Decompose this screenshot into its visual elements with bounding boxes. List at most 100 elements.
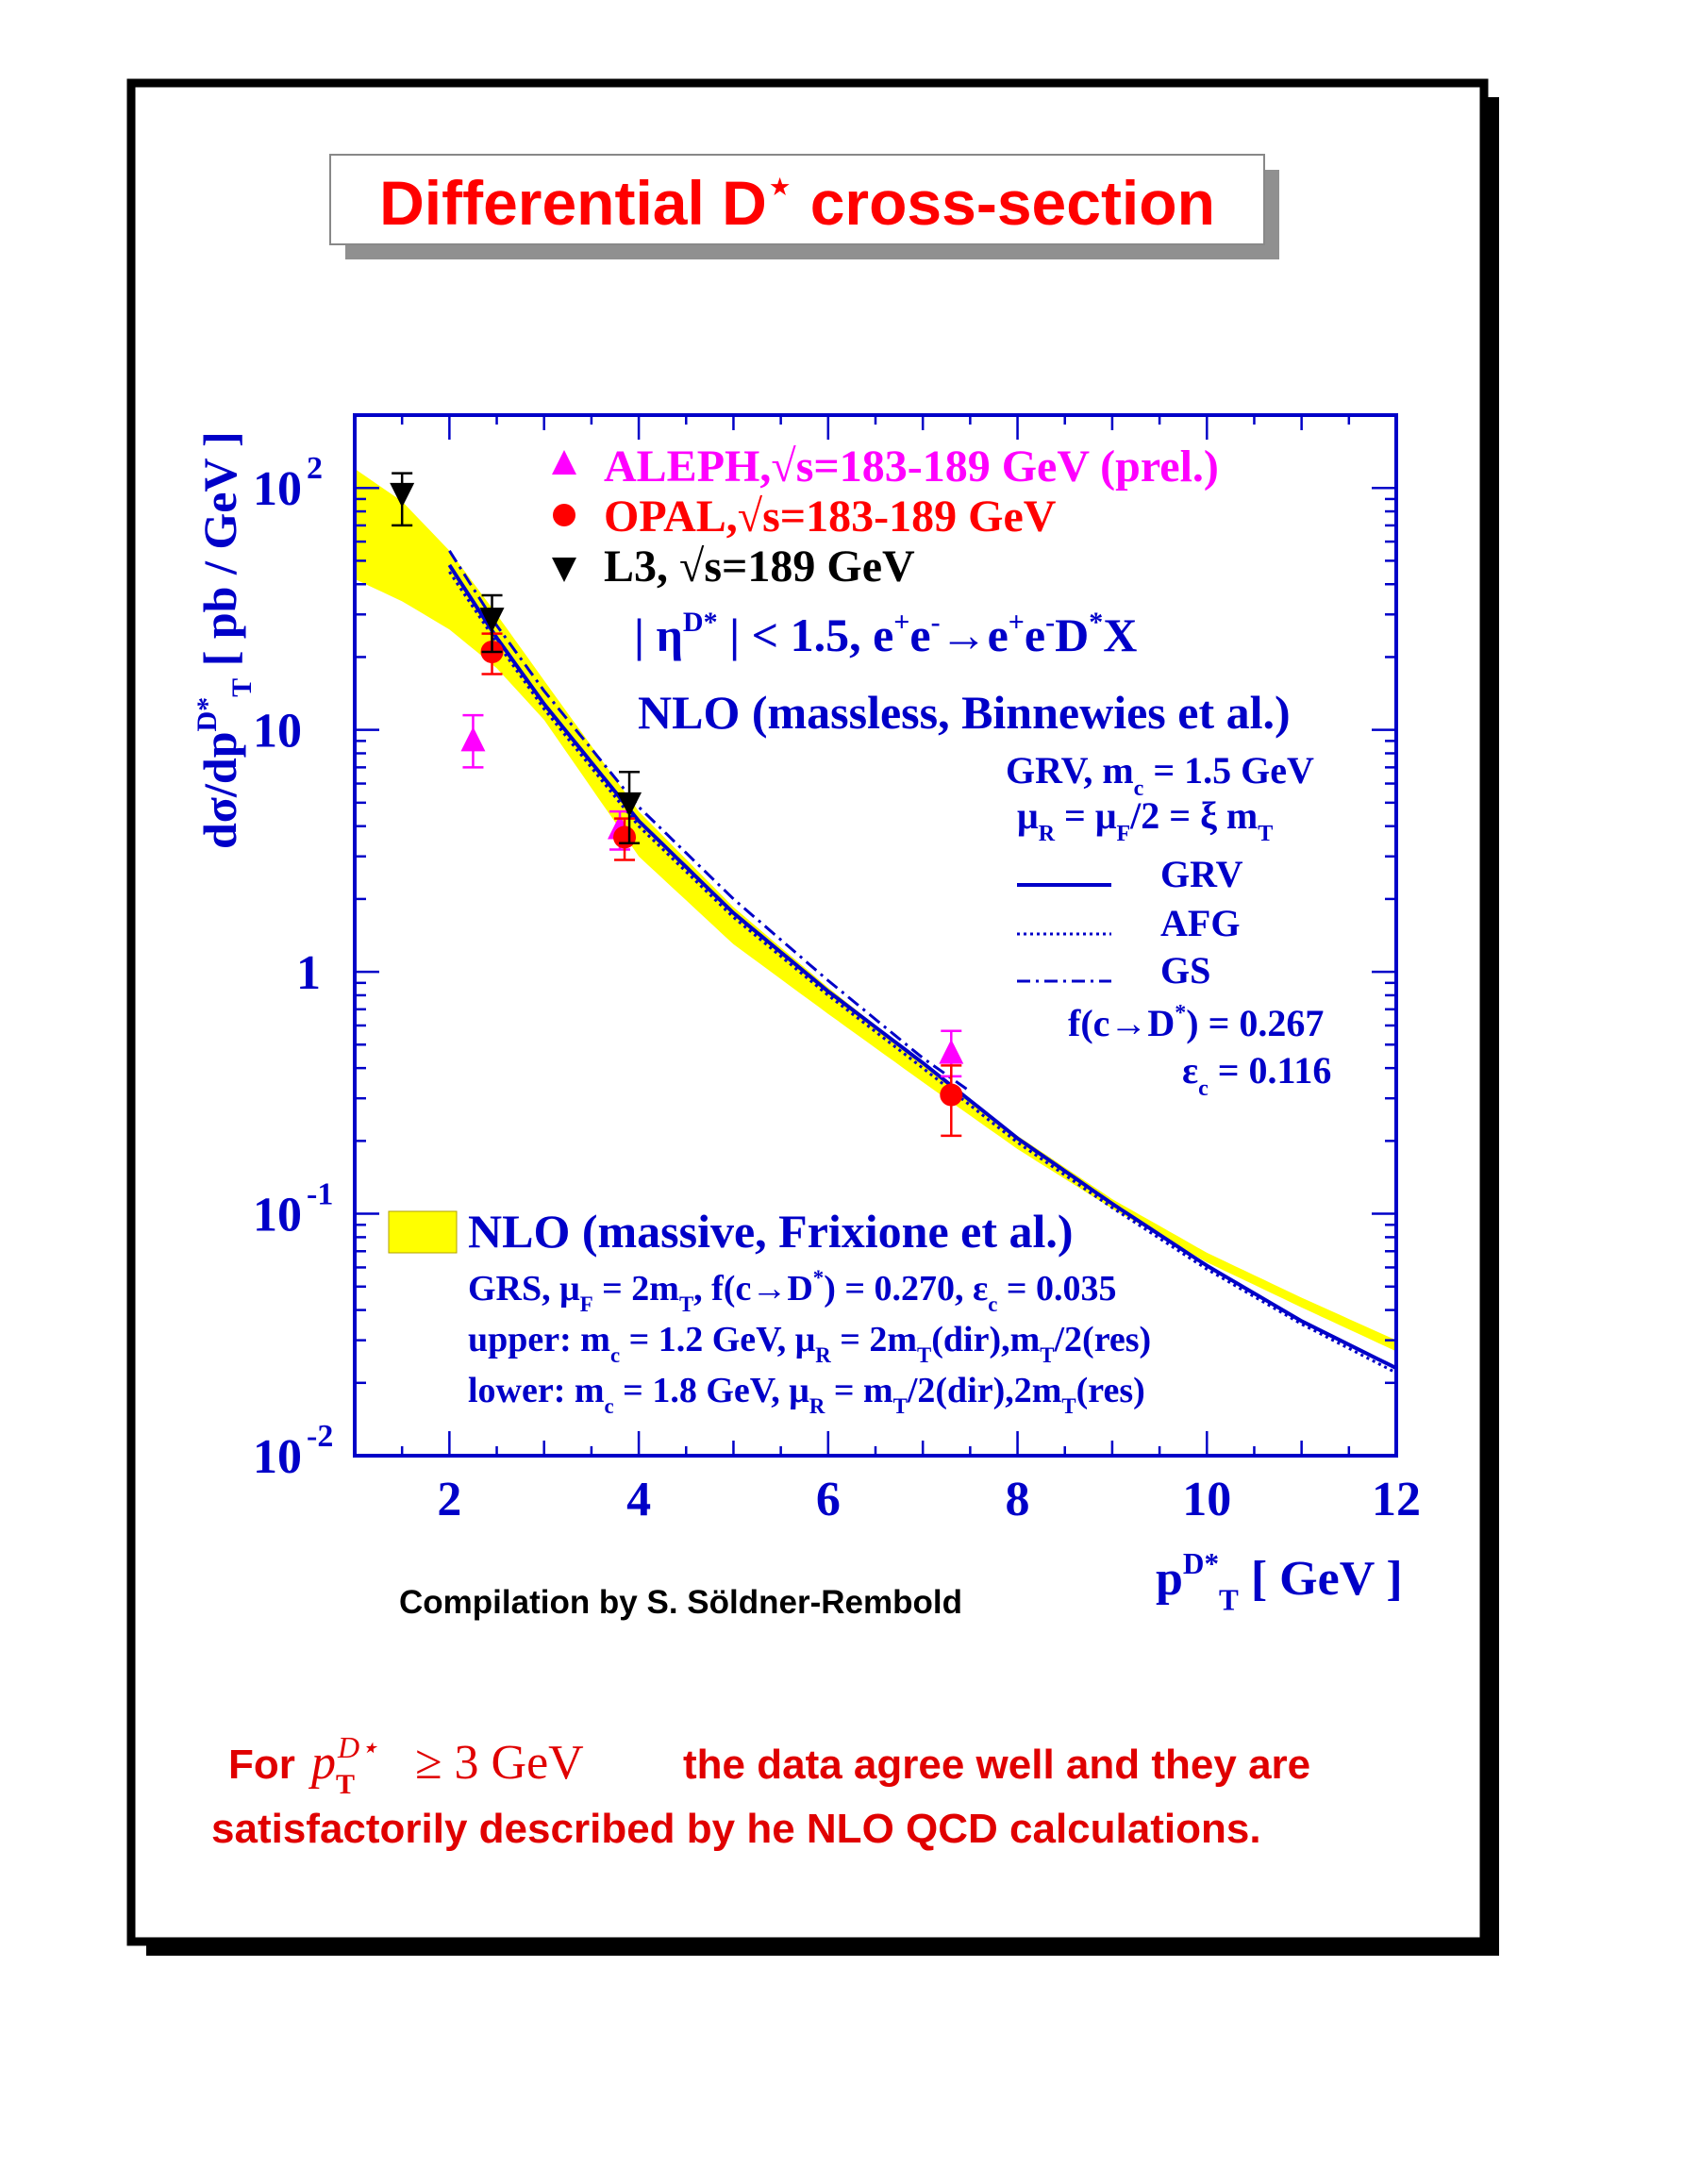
legend-cut-part: -: [931, 607, 941, 638]
legend-cut-part: D: [1055, 609, 1089, 661]
x-tick-label-part: 12: [1372, 1473, 1421, 1526]
data-point: [390, 482, 415, 508]
legend-aleph: ALEPH,√s=183-189 GeV (prel.): [604, 442, 1219, 492]
legend-frag-part: ) = 0.267: [1186, 1002, 1324, 1044]
curve-gs: [448, 549, 972, 1093]
curve-grv: [447, 563, 1397, 1370]
legend-lower: lower: mc = 1.8 GeV, μR = mT/2(dir),2mT(…: [468, 1371, 1145, 1418]
page-title: Differential D⋆ cross-section: [379, 163, 1215, 238]
legend-cut-part: | < 1.5, e: [718, 609, 894, 661]
legend-cut-part: +: [893, 607, 909, 638]
y-tick-exponent-part: -2: [307, 1419, 333, 1454]
legend-nlo-massless-part: NLO (massless, Binnewies et al.): [638, 686, 1291, 739]
y-tick-label: 10: [253, 1189, 302, 1242]
legend-cut-part: e: [1025, 609, 1045, 661]
legend-grs-part: , f(c→D: [693, 1269, 813, 1309]
x-tick-label: 4: [626, 1473, 651, 1526]
conclusion-prefix: For: [228, 1742, 295, 1788]
math-sup: D⋆: [337, 1730, 378, 1764]
legend-lower-part: (res): [1076, 1371, 1145, 1410]
y-axis-label: dσ/dpD*T [ pb / GeV ]: [192, 431, 258, 849]
legend-upper-part: = 1.2 GeV, μ: [620, 1320, 816, 1359]
y-tick-label: 10: [253, 705, 302, 759]
legend-l3-part: L3, √s=189 GeV: [604, 542, 915, 592]
y-axis-label-part: T: [226, 678, 258, 697]
legend-afg-part: AFG: [1160, 902, 1240, 944]
legend-grv-mc: GRV, mc = 1.5 GeV: [1006, 749, 1314, 801]
legend-eff-part: ε: [1182, 1049, 1198, 1092]
legend-upper-part: = 2m: [831, 1320, 917, 1359]
legend-nlo-massive: NLO (massive, Frixione et al.): [468, 1205, 1074, 1258]
legend-scale-part: μ: [1017, 794, 1039, 837]
legend-upper-part: upper: m: [468, 1320, 610, 1359]
legend-cut-part: *: [1089, 607, 1103, 638]
legend-grv-part: GRV: [1160, 853, 1243, 895]
legend-grs-part: ) = 0.270, ε: [824, 1269, 988, 1309]
conclusion-line2: satisfactorily described by he NLO QCD c…: [211, 1806, 1261, 1852]
legend-aleph-part: ALEPH,√s=183-189 GeV (prel.): [604, 442, 1219, 492]
data-point: [460, 726, 486, 752]
math-rel: ≥ 3 GeV: [415, 1736, 584, 1790]
legend-opal: OPAL,√s=183-189 GeV: [604, 492, 1057, 542]
y-tick-label-part: 10: [253, 705, 302, 759]
x-tick-label: 10: [1182, 1473, 1231, 1526]
legend-lower-part: T: [893, 1394, 908, 1418]
x-tick-label-part: 10: [1182, 1473, 1231, 1526]
legend-cut-part: | η: [634, 609, 683, 661]
legend-scale-part: T: [1258, 822, 1273, 846]
legend-cut-part: →e: [941, 609, 1009, 661]
legend-eff-part: = 0.116: [1209, 1049, 1332, 1092]
legend-grv-mc-part: GRV, m: [1006, 749, 1134, 792]
x-axis-label-part: p: [1156, 1552, 1183, 1606]
legend-gs: GS: [1160, 949, 1210, 992]
legend-grs-part: *: [813, 1266, 824, 1290]
legend-lower-part: lower: m: [468, 1371, 605, 1410]
legend-cut-part: e: [909, 609, 930, 661]
y-axis-label-part: D*: [192, 697, 223, 732]
y-axis-label-part: dσ/dp: [193, 731, 246, 849]
legend-frag-part: *: [1175, 1001, 1186, 1025]
legend-marker-opal: [553, 504, 575, 526]
x-axis-label-part: D*: [1183, 1547, 1219, 1580]
legend-grs-part: T: [679, 1292, 693, 1316]
y-tick-label-part: 1: [296, 946, 321, 1000]
legend-lower-part: R: [809, 1394, 825, 1418]
y-tick-exponent: -2: [307, 1419, 333, 1454]
x-axis-label-part: [ GeV ]: [1239, 1552, 1403, 1606]
y-tick-label-part: 10: [253, 1189, 302, 1242]
legend-grv-mc-part: c: [1134, 776, 1144, 801]
conclusion: For p D⋆ T ≥ 3 GeV the data agree well a…: [211, 1730, 1310, 1852]
y-tick-label-part: 10: [253, 462, 302, 516]
legend-frag: f(c→D*) = 0.267: [1068, 1001, 1324, 1044]
x-axis-label: pD*T [ GeV ]: [1156, 1547, 1403, 1616]
legend-scale-part: = μ: [1055, 794, 1117, 837]
y-tick-exponent-part: 2: [307, 451, 323, 486]
title-box: [329, 154, 1265, 245]
legend-marker-l3: [552, 558, 576, 582]
x-tick-label-part: 6: [816, 1473, 841, 1526]
legend-upper-part: (dir),m: [931, 1320, 1040, 1359]
x-tick-label-part: 2: [437, 1473, 461, 1526]
legend-grv-mc-part: = 1.5 GeV: [1143, 749, 1314, 792]
legend-upper-part: R: [815, 1343, 831, 1367]
y-tick-label: 1: [296, 946, 321, 1000]
legend-upper-part: /2(res): [1054, 1320, 1152, 1359]
legend-nlo-massless: NLO (massless, Binnewies et al.): [638, 686, 1291, 739]
legend-scale: μR = μF/2 = ξ mT: [1017, 794, 1273, 846]
y-tick-exponent: -1: [307, 1177, 333, 1212]
legend-nlo-massive-part: NLO (massive, Frixione et al.): [468, 1205, 1074, 1258]
y-tick-exponent-part: -1: [307, 1177, 333, 1212]
x-tick-label-part: 4: [626, 1473, 651, 1526]
legend-frag-part: f(c→D: [1068, 1002, 1175, 1044]
legend-marker-aleph: [552, 450, 576, 475]
x-tick-label-part: 8: [1006, 1473, 1030, 1526]
y-tick-exponent: 2: [307, 451, 323, 486]
y-tick-label: 10: [253, 1430, 302, 1484]
legend-lower-part: = m: [825, 1371, 892, 1410]
x-tick-label: 12: [1372, 1473, 1421, 1526]
legend-gs-part: GS: [1160, 949, 1210, 992]
legend-grs-part: GRS, μ: [468, 1269, 580, 1309]
data-point: [617, 792, 642, 817]
legend-lower-part: T: [1061, 1394, 1075, 1418]
